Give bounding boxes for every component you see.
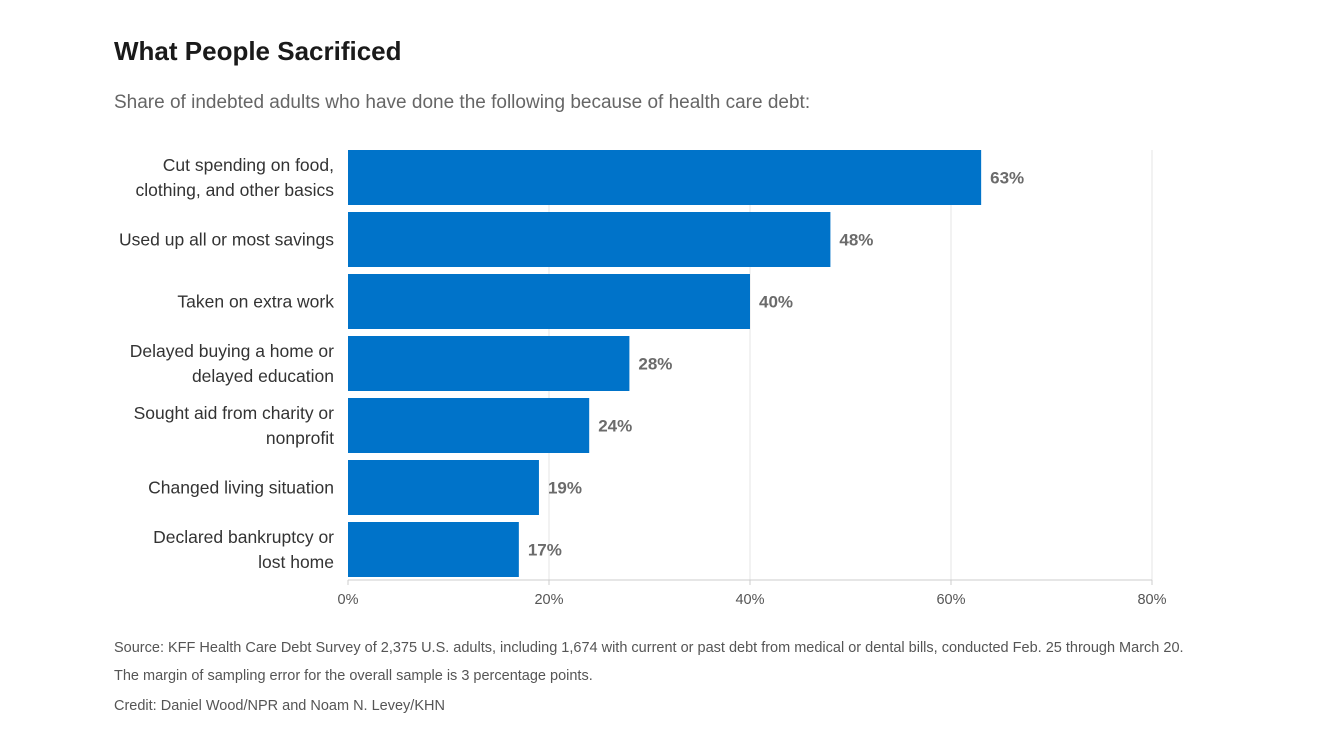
- value-label: 63%: [990, 169, 1024, 188]
- x-tick-label: 20%: [534, 592, 563, 608]
- value-label: 48%: [839, 231, 873, 250]
- x-tick-label: 40%: [735, 592, 764, 608]
- value-label: 24%: [598, 417, 632, 436]
- category-label: Sought aid from charity or: [134, 403, 335, 423]
- x-tick-label: 80%: [1137, 592, 1166, 608]
- category-label: delayed education: [192, 366, 334, 386]
- bar: [348, 398, 590, 453]
- x-tick-label: 0%: [338, 592, 359, 608]
- category-label: Declared bankruptcy or: [153, 527, 334, 547]
- bar-chart: Cut spending on food, clothing, and other…: [119, 150, 1167, 608]
- bar: [348, 460, 539, 515]
- bar: [348, 274, 750, 329]
- category-label: nonprofit: [266, 428, 334, 448]
- value-label: 17%: [528, 541, 562, 560]
- value-label: 19%: [548, 479, 582, 498]
- category-label: Used up all or most savings: [119, 230, 334, 250]
- credit-note: Credit: Daniel Wood/NPR and Noam N. Leve…: [114, 698, 445, 714]
- category-label: Taken on extra work: [177, 292, 334, 312]
- category-label: Changed living situation: [148, 478, 334, 498]
- chart-title: What People Sacrificed: [114, 36, 402, 66]
- category-label: Cut spending on food,: [163, 155, 334, 175]
- bar: [348, 150, 982, 205]
- category-label: Delayed buying a home or: [130, 341, 334, 361]
- x-tick-label: 60%: [936, 592, 965, 608]
- chart-subtitle: Share of indebted adults who have done t…: [114, 92, 811, 113]
- source-note: Source: KFF Health Care Debt Survey of 2…: [114, 640, 1184, 684]
- bar: [348, 212, 831, 267]
- bar: [348, 522, 519, 577]
- value-label: 40%: [759, 293, 793, 312]
- category-label: lost home: [258, 552, 334, 572]
- category-label: clothing, and other basics: [136, 180, 335, 200]
- bar: [348, 336, 630, 391]
- value-label: 28%: [638, 355, 672, 374]
